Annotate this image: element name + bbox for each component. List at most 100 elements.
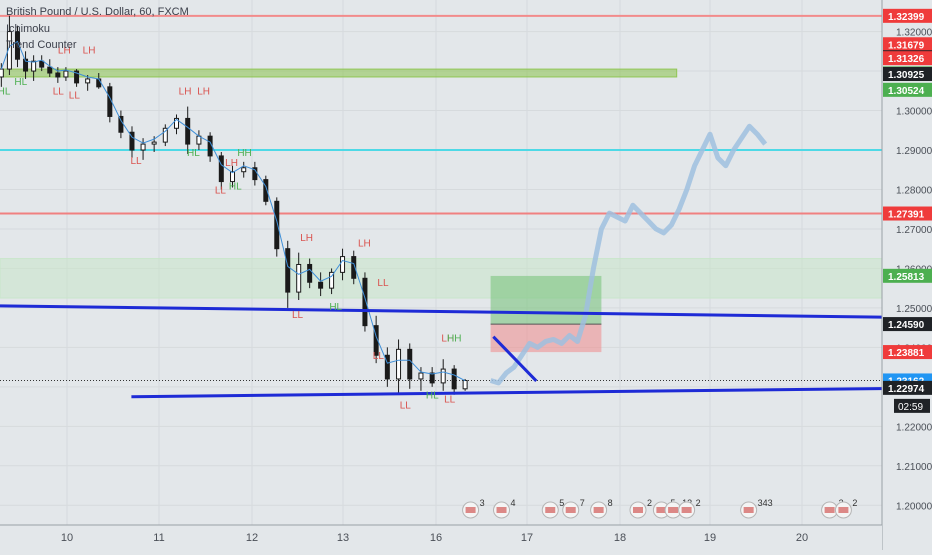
swing-label: LL [373,351,385,362]
time-tick-label: 12 [246,532,258,544]
swing-label: HL [329,302,342,313]
price-badge [883,380,932,395]
price-tick-label: 1.25000 [896,304,932,315]
swing-label: LH [300,233,313,244]
candle-body [6,31,12,70]
swing-label: LL [130,156,142,167]
price-badge [883,51,932,66]
position-stop-zone [490,324,602,353]
event-count: 2 [647,498,652,508]
swing-label: LL [400,401,412,412]
time-tick-label: 16 [430,532,442,544]
event-flag-stripe [681,507,692,513]
time-axis-bg [0,525,882,550]
event-count: 2 [852,498,857,508]
price-badge [883,317,932,332]
event-flag-stripe [593,507,604,513]
candle-body [351,256,357,279]
candle-body [296,263,302,293]
swing-label: HH [237,148,251,159]
candle-body [185,117,191,145]
price-badge [883,37,932,52]
candle-body [263,179,269,202]
price-badge-label: 1.30925 [888,70,925,81]
swing-label: LH [197,87,210,98]
candle-body [318,281,324,289]
swing-label: HL [0,87,11,98]
trendline [492,335,538,382]
projection-path [489,123,768,386]
candle-body [118,115,124,133]
event-flag-stripe [565,507,576,513]
time-tick-label: 10 [61,532,73,544]
price-badge-label: 1.31679 [888,40,925,51]
time-axis[interactable]: 10 11 12 13 16 17 18 19 20 [0,524,882,550]
candle-body [274,200,280,250]
price-badge [883,8,932,23]
candles [0,15,468,395]
price-badge-label: 1.27391 [888,210,925,221]
event-flag-stripe [668,507,679,513]
candle-body [218,155,224,183]
candle-body [174,117,180,129]
candle-body [74,70,80,84]
candle-body [31,60,37,72]
candle-body [47,66,53,74]
price-badge-label: 1.31326 [888,54,925,65]
candle-body [451,368,457,390]
economic-events[interactable]: 345782512234332 [462,498,858,519]
price-tick-label: 1.30000 [896,107,932,118]
candle-body [440,368,446,384]
candle-body [23,58,29,72]
swing-label: LL [377,278,389,289]
ichimoku-line [0,40,466,382]
swing-label: HL [14,77,27,88]
event-flag-stripe [465,507,476,513]
candle-body [140,143,146,151]
event-flag-stripe [633,507,643,513]
price-badge [883,206,932,221]
swing-label: LL [69,91,81,102]
indicator-ichimoku[interactable]: Ichimoku [6,23,51,35]
candle-body [418,372,424,380]
swing-label: LL [215,185,227,196]
swing-label: LL [292,310,304,321]
trendlines[interactable] [0,304,931,399]
swing-label: LL [53,87,65,98]
candle-body [340,256,346,273]
candle-body [329,271,335,289]
candle-body [307,263,313,283]
price-badge [883,268,932,283]
trendline [0,304,931,320]
price-badge-label: 1.22974 [888,384,925,395]
event-flag-stripe [545,507,556,513]
candle-body [55,72,61,78]
zones [0,68,932,299]
event-flag-stripe [656,507,667,513]
price-tick-label: 1.21000 [896,462,932,473]
event-count: 3 [480,498,485,508]
zone-rect [0,258,932,299]
candle-body [241,167,247,173]
candle-body [285,248,291,293]
candle-body [63,70,69,78]
indicator-trend-counter[interactable]: Trend Counter [6,39,77,51]
price-badge-label: 1.24590 [888,320,925,331]
candle-body [151,141,157,145]
price-badge-label: 1.25813 [888,272,925,283]
price-tick-label: 1.29000 [896,146,932,157]
candle-body [396,348,402,380]
price-axis[interactable]: 1.320001.310001.300001.290001.280001.270… [881,0,932,550]
event-count: 7 [580,498,585,508]
candle-body [85,78,91,84]
event-flag-stripe [838,507,849,513]
candle-body [0,68,4,78]
event-count: 343 [758,498,773,508]
price-badge [883,67,932,82]
projection-line [489,123,768,386]
event-count: 8 [608,498,613,508]
candle-body [39,60,45,68]
swing-label: LH [358,239,371,250]
